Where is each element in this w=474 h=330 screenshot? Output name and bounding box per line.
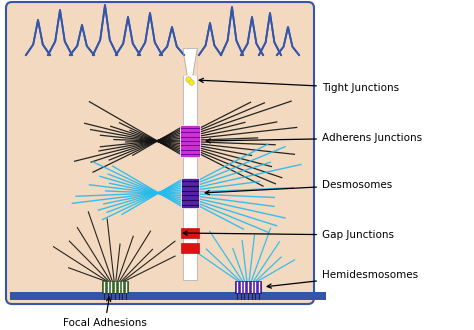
Polygon shape [26,20,50,55]
Text: Gap Junctions: Gap Junctions [183,230,394,240]
Polygon shape [199,23,221,55]
Polygon shape [241,17,263,55]
Bar [10,292,326,300]
Bar [180,125,200,157]
Bar [102,281,128,293]
Text: Hemidesmosomes: Hemidesmosomes [267,270,418,288]
Polygon shape [70,25,94,55]
Bar [181,178,199,208]
Text: Focal Adhesions: Focal Adhesions [63,297,147,328]
Bar [183,48,197,280]
Polygon shape [259,13,281,55]
Polygon shape [48,10,72,55]
Polygon shape [183,50,187,75]
Text: Desmosomes: Desmosomes [205,180,392,195]
Bar [181,243,199,253]
Polygon shape [160,27,184,55]
Text: Tight Junctions: Tight Junctions [199,78,399,93]
Bar [181,228,199,238]
Text: Adherens Junctions: Adherens Junctions [206,133,422,143]
Polygon shape [138,13,162,55]
Bar [235,281,261,293]
Polygon shape [221,7,243,55]
Polygon shape [116,17,140,55]
FancyBboxPatch shape [6,2,314,304]
Polygon shape [193,50,197,75]
Polygon shape [277,27,299,55]
Polygon shape [93,5,117,55]
